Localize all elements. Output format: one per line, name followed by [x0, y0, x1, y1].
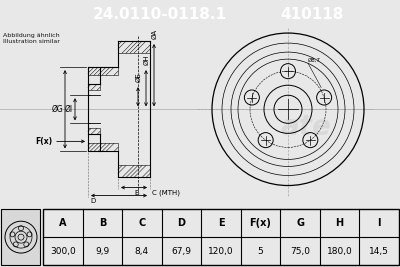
Text: ØI: ØI	[65, 105, 73, 114]
Text: F(x): F(x)	[35, 137, 52, 146]
Text: E: E	[218, 218, 224, 228]
Text: Ø8,7: Ø8,7	[308, 58, 321, 63]
Text: ØE: ØE	[136, 72, 142, 82]
Text: Abbildung ähnlich: Abbildung ähnlich	[3, 33, 60, 38]
Text: F(x): F(x)	[250, 218, 272, 228]
Text: H: H	[336, 218, 344, 228]
Text: 24.0110-0118.1: 24.0110-0118.1	[93, 6, 227, 22]
Text: ate: ate	[280, 113, 332, 141]
Text: G: G	[296, 218, 304, 228]
Text: B: B	[99, 218, 106, 228]
Text: D: D	[90, 198, 95, 203]
Text: 410118: 410118	[280, 6, 344, 22]
Text: Illustration similar: Illustration similar	[3, 39, 60, 44]
Text: I: I	[378, 218, 381, 228]
Text: B: B	[134, 190, 139, 195]
Text: 9,9: 9,9	[95, 246, 110, 256]
Text: 67,9: 67,9	[172, 246, 192, 256]
Bar	[1, 209, 40, 265]
Text: 180,0: 180,0	[327, 246, 352, 256]
Text: ØA: ØA	[152, 29, 158, 39]
Text: 120,0: 120,0	[208, 246, 234, 256]
Text: ØG: ØG	[51, 105, 63, 114]
Text: 14,5: 14,5	[369, 246, 389, 256]
Text: 300,0: 300,0	[50, 246, 76, 256]
Text: 5: 5	[258, 246, 264, 256]
Text: C (MTH): C (MTH)	[152, 190, 180, 196]
Text: 75,0: 75,0	[290, 246, 310, 256]
Bar	[43, 209, 399, 265]
Text: D: D	[178, 218, 186, 228]
Text: ØH: ØH	[144, 54, 150, 65]
Text: 8,4: 8,4	[135, 246, 149, 256]
Text: A: A	[59, 218, 66, 228]
Text: C: C	[138, 218, 146, 228]
